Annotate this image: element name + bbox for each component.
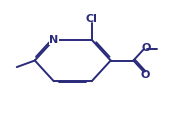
Text: O: O	[140, 70, 150, 80]
Text: N: N	[49, 35, 58, 45]
Text: O: O	[142, 43, 151, 53]
Text: Cl: Cl	[86, 14, 98, 24]
